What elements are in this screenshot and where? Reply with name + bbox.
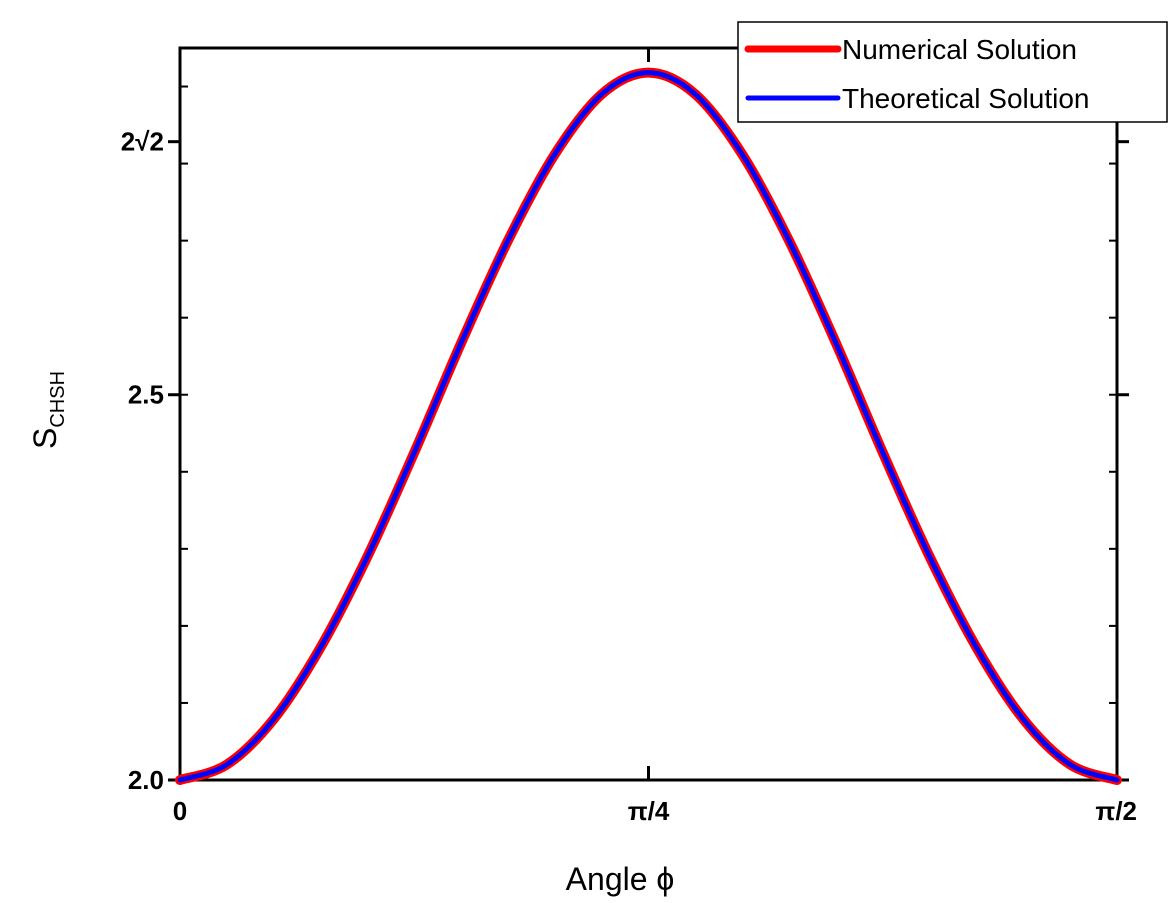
series-line-theoretical [177,70,1120,783]
x-axis-title: Angle ϕ [566,861,675,897]
x-tick-label: 0 [173,796,187,826]
y-axis-title-main: S [27,428,63,449]
x-tick-label: π/2 [1095,796,1137,826]
y-tick-label: 2.0 [128,765,164,795]
series-line-numerical [175,67,1122,785]
legend-label-numerical: Numerical Solution [842,34,1077,65]
legend-box [737,21,1168,123]
legend-label-theoretical: Theoretical Solution [842,83,1089,114]
svg-text:SCHSH: SCHSH [27,371,69,449]
plot-frame [178,46,1119,782]
y-axis-ticks: 2.0 2.5 2√2 [121,85,1129,795]
legend: Numerical Solution Theoretical Solution [737,21,1168,123]
x-tick-label: π/4 [628,796,670,826]
y-tick-label: 2√2 [121,127,164,157]
y-tick-label: 2.5 [128,380,164,410]
y-axis-title-sub: CHSH [47,371,69,428]
y-axis-title: SCHSH [27,371,69,449]
x-axis-ticks: 0 π/4 π/2 [173,48,1137,826]
series-layer [175,67,1122,785]
